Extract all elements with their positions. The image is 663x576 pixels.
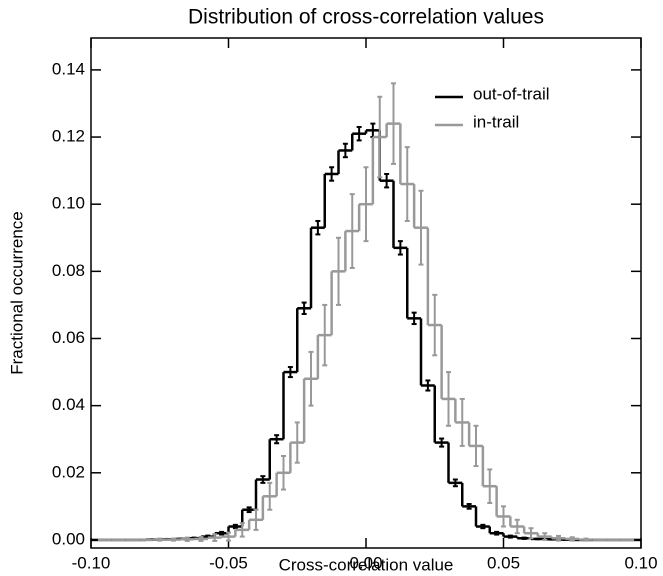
x-tick-label: 0.00 (349, 553, 382, 572)
x-tick-label: 0.05 (487, 553, 520, 572)
y-tick-label: 0.06 (52, 328, 85, 347)
plot-frame (90, 37, 642, 549)
chart-title: Distribution of cross-correlation values (188, 6, 544, 29)
y-tick-label: 0.14 (52, 59, 85, 78)
x-axis-label: Cross-correlation value (279, 555, 454, 574)
y-tick-label: 0.08 (52, 261, 85, 280)
y-tick-label: 0.04 (52, 395, 85, 414)
legend-label: in-trail (473, 112, 519, 131)
x-tick-label: -0.10 (72, 553, 111, 572)
y-tick-label: 0.02 (52, 462, 85, 481)
y-axis-label: Fractional occurrence (7, 211, 26, 374)
x-tick-label: -0.05 (209, 553, 248, 572)
y-tick-label: 0.12 (52, 127, 85, 146)
y-tick-label: 0.10 (52, 194, 85, 213)
legend-label: out-of-trail (473, 84, 550, 103)
x-tick-label: 0.10 (624, 553, 657, 572)
y-tick-label: 0.00 (52, 529, 85, 548)
